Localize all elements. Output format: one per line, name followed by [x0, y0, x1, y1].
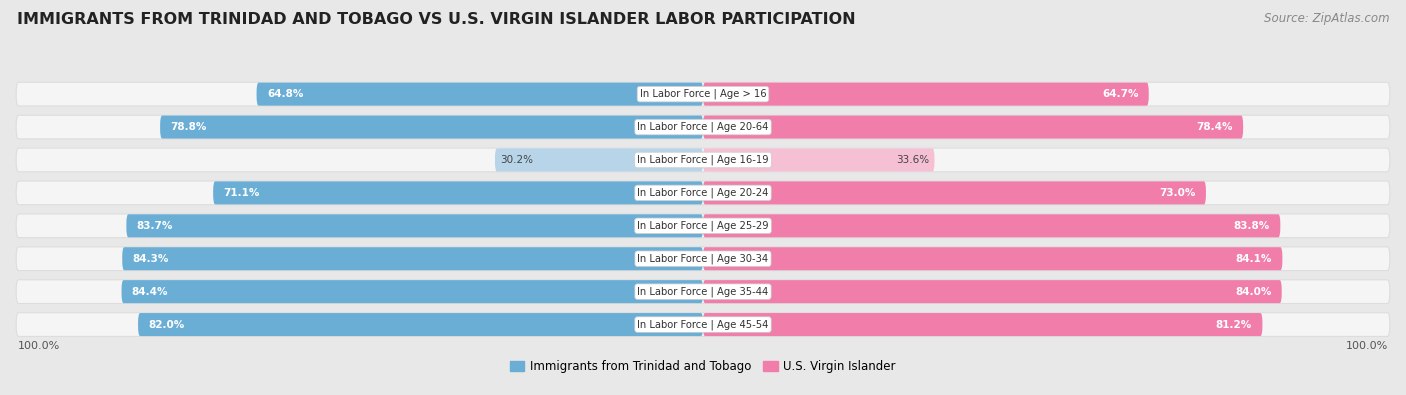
Text: 82.0%: 82.0%	[149, 320, 184, 329]
Text: 100.0%: 100.0%	[1347, 341, 1389, 351]
FancyBboxPatch shape	[703, 247, 1282, 270]
FancyBboxPatch shape	[127, 214, 703, 237]
FancyBboxPatch shape	[703, 116, 1243, 139]
FancyBboxPatch shape	[160, 116, 703, 139]
Text: IMMIGRANTS FROM TRINIDAD AND TOBAGO VS U.S. VIRGIN ISLANDER LABOR PARTICIPATION: IMMIGRANTS FROM TRINIDAD AND TOBAGO VS U…	[17, 12, 855, 27]
Text: Source: ZipAtlas.com: Source: ZipAtlas.com	[1264, 12, 1389, 25]
Text: In Labor Force | Age 35-44: In Labor Force | Age 35-44	[637, 286, 769, 297]
FancyBboxPatch shape	[15, 82, 1391, 106]
FancyBboxPatch shape	[15, 115, 1391, 139]
FancyBboxPatch shape	[703, 149, 935, 171]
FancyBboxPatch shape	[256, 83, 703, 106]
Text: 84.1%: 84.1%	[1236, 254, 1272, 264]
Text: In Labor Force | Age 20-64: In Labor Force | Age 20-64	[637, 122, 769, 132]
Text: 81.2%: 81.2%	[1216, 320, 1253, 329]
Text: 84.4%: 84.4%	[132, 287, 169, 297]
Text: 64.8%: 64.8%	[267, 89, 304, 99]
Text: 84.3%: 84.3%	[132, 254, 169, 264]
Text: In Labor Force | Age 45-54: In Labor Force | Age 45-54	[637, 319, 769, 330]
FancyBboxPatch shape	[122, 247, 703, 270]
FancyBboxPatch shape	[15, 280, 1391, 303]
FancyBboxPatch shape	[15, 313, 1391, 337]
FancyBboxPatch shape	[703, 83, 1149, 106]
Text: In Labor Force | Age 20-24: In Labor Force | Age 20-24	[637, 188, 769, 198]
Text: 78.8%: 78.8%	[170, 122, 207, 132]
FancyBboxPatch shape	[15, 181, 1391, 205]
Text: In Labor Force | Age 16-19: In Labor Force | Age 16-19	[637, 155, 769, 165]
Text: 100.0%: 100.0%	[17, 341, 59, 351]
FancyBboxPatch shape	[15, 148, 1391, 172]
FancyBboxPatch shape	[703, 313, 1263, 336]
FancyBboxPatch shape	[121, 280, 703, 303]
Text: In Labor Force | Age 25-29: In Labor Force | Age 25-29	[637, 220, 769, 231]
FancyBboxPatch shape	[15, 247, 1391, 271]
Text: 30.2%: 30.2%	[501, 155, 533, 165]
Text: 83.8%: 83.8%	[1233, 221, 1270, 231]
Text: In Labor Force | Age > 16: In Labor Force | Age > 16	[640, 89, 766, 100]
FancyBboxPatch shape	[703, 181, 1206, 205]
Text: 64.7%: 64.7%	[1102, 89, 1139, 99]
FancyBboxPatch shape	[703, 214, 1281, 237]
FancyBboxPatch shape	[703, 280, 1282, 303]
Text: 71.1%: 71.1%	[224, 188, 260, 198]
FancyBboxPatch shape	[495, 149, 703, 171]
Text: 84.0%: 84.0%	[1234, 287, 1271, 297]
Text: 78.4%: 78.4%	[1197, 122, 1233, 132]
FancyBboxPatch shape	[138, 313, 703, 336]
Text: 83.7%: 83.7%	[136, 221, 173, 231]
Legend: Immigrants from Trinidad and Tobago, U.S. Virgin Islander: Immigrants from Trinidad and Tobago, U.S…	[505, 355, 901, 378]
FancyBboxPatch shape	[214, 181, 703, 205]
Text: In Labor Force | Age 30-34: In Labor Force | Age 30-34	[637, 254, 769, 264]
Text: 73.0%: 73.0%	[1159, 188, 1195, 198]
Text: 33.6%: 33.6%	[896, 155, 929, 165]
FancyBboxPatch shape	[15, 214, 1391, 238]
